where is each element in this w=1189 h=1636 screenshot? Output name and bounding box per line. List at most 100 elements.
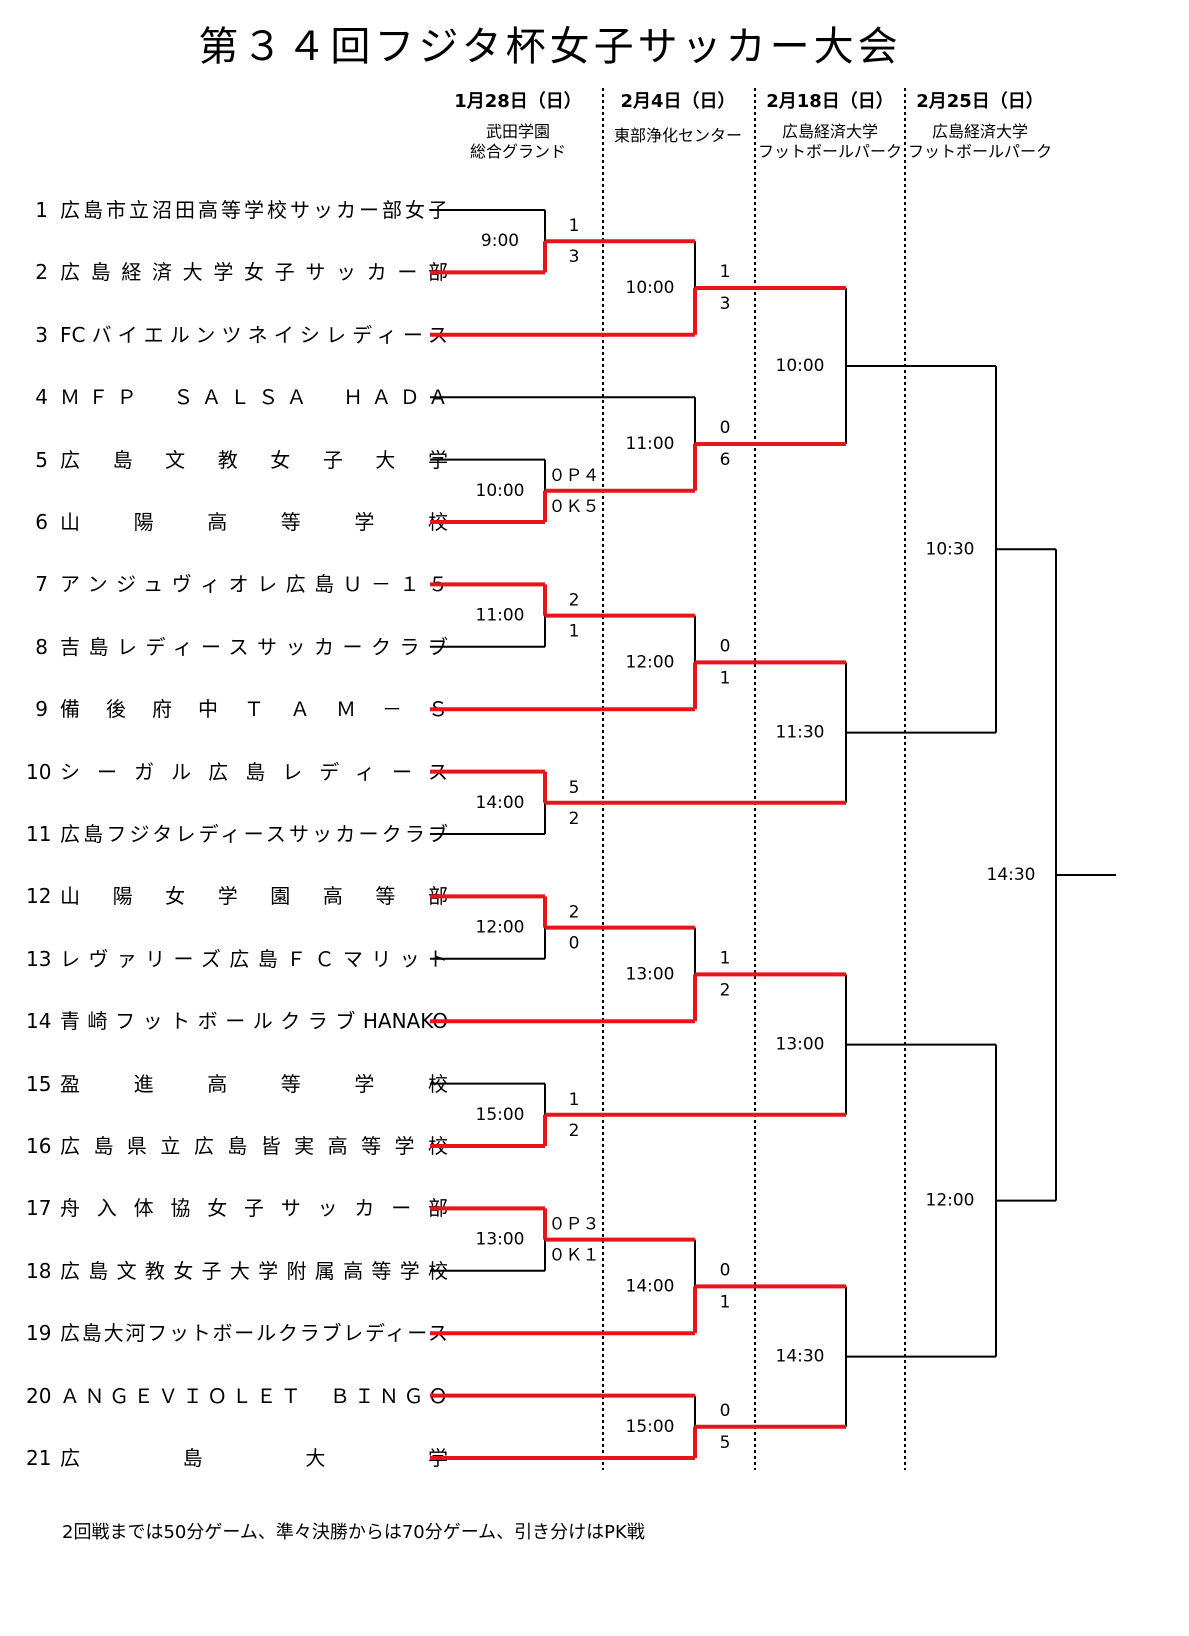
winner-lines xyxy=(430,239,846,1460)
match-time: 11:00 xyxy=(626,434,675,454)
match-time: 11:00 xyxy=(476,606,525,626)
team-number: 21 xyxy=(26,1446,52,1470)
team-row: 6 山陽高等学校 xyxy=(26,508,448,536)
match-time: 14:00 xyxy=(476,793,525,813)
team-row: 17 舟入体協女子サッカー部 xyxy=(26,1194,448,1222)
score-top: 0 xyxy=(720,1260,731,1280)
team-number: 4 xyxy=(35,385,48,410)
score-bottom: 2 xyxy=(569,1121,580,1141)
score-top: 1 xyxy=(720,262,731,282)
score-bottom: 5 xyxy=(720,1433,731,1453)
score-bottom: 3 xyxy=(720,294,731,314)
team-name: 広島大学 xyxy=(60,1446,448,1470)
score-top: ０Ｐ４ xyxy=(549,466,600,486)
score-bottom: 3 xyxy=(569,247,580,267)
match-time: 10:00 xyxy=(476,481,525,501)
team-row: 8 吉島レディースサッカークラブ xyxy=(26,633,448,661)
bracket-lines xyxy=(430,209,1116,1427)
score-bottom: 2 xyxy=(720,980,731,1000)
team-name: 広島フジタレディースサッカークラブ xyxy=(60,822,448,846)
team-name: 舟入体協女子サッカー部 xyxy=(60,1196,448,1221)
team-name: FCバイエルンツネイシレディース xyxy=(60,322,448,347)
round-4-venue-line-1: 広島経済大学 xyxy=(931,122,1028,141)
team-name: ＡＮＧＥＶＩＯＬＥＴ ＢＩＮＧＯ xyxy=(60,1383,448,1408)
match-time: 12:00 xyxy=(926,1191,975,1211)
team-number: 17 xyxy=(26,1196,52,1221)
score-top: 5 xyxy=(569,778,580,798)
match-labels: 9:001310:00０Ｐ４０Ｋ５11:002114:005212:002015… xyxy=(476,216,1036,1453)
team-number: 7 xyxy=(35,572,48,597)
team-row: 5 広島文教女子大学 xyxy=(26,446,448,474)
team-name: 広島市立沼田高等学校サッカー部女子 xyxy=(60,198,448,222)
match-time: 10:00 xyxy=(776,356,825,376)
team-name: 広島文教女子大学 xyxy=(60,447,448,472)
match-time: 12:00 xyxy=(476,918,525,938)
match-time: 11:30 xyxy=(776,723,825,743)
match-time: 10:30 xyxy=(926,539,975,559)
team-number: 19 xyxy=(26,1321,52,1346)
match-time: 9:00 xyxy=(481,231,519,251)
team-number: 5 xyxy=(35,447,48,472)
score-bottom: ０Ｋ５ xyxy=(549,497,600,517)
team-row: 9 備後府中ＴＡＭ－Ｓ xyxy=(26,695,448,723)
match-time: 12:00 xyxy=(626,652,675,672)
round-3-venue-line-2: フットボールパーク xyxy=(757,142,902,161)
team-name: 備後府中ＴＡＭ－Ｓ xyxy=(60,697,448,722)
score-bottom: 2 xyxy=(569,809,580,829)
team-name: 広島大河フットボールクラブレディース xyxy=(60,1321,448,1346)
team-number: 8 xyxy=(35,634,48,659)
round-4-date: 2月25日（日） xyxy=(916,91,1044,112)
team-row: 14 青崎フットボールクラブHANAKO xyxy=(26,1007,448,1035)
team-row: 16 広島県立広島皆実高等学校 xyxy=(26,1132,448,1160)
match-time: 13:00 xyxy=(776,1035,825,1055)
score-top: 1 xyxy=(720,948,731,968)
match-time: 13:00 xyxy=(626,964,675,984)
team-name: 吉島レディースサッカークラブ xyxy=(60,634,448,659)
round-1-date: 1月28日（日） xyxy=(454,91,582,112)
match-time: 14:30 xyxy=(776,1347,825,1367)
team-number: 15 xyxy=(26,1071,52,1096)
score-bottom: 1 xyxy=(720,668,731,688)
team-row: 2 広島経済大学女子サッカー部 xyxy=(26,258,448,286)
match-time: 15:00 xyxy=(476,1105,525,1125)
team-name: シーガル広島レディース xyxy=(60,759,448,784)
team-number: 9 xyxy=(35,697,48,722)
match-time: 14:00 xyxy=(626,1276,675,1296)
team-row: 15 盈進高等学校 xyxy=(26,1070,448,1098)
team-number: 18 xyxy=(26,1258,52,1283)
match-time: 13:00 xyxy=(476,1230,525,1250)
team-name: ＭＦＰ ＳＡＬＳＡ ＨＡＤＡ xyxy=(60,385,448,410)
team-row: 4 ＭＦＰ ＳＡＬＳＡ ＨＡＤＡ xyxy=(26,383,448,411)
round-4-header: 2月25日（日） 広島経済大学 フットボールパーク xyxy=(905,92,1055,162)
team-number: 12 xyxy=(26,884,52,909)
round-1-header: 1月28日（日） 武田学園 総合グランド xyxy=(443,92,593,162)
team-number: 2 xyxy=(35,260,48,285)
score-bottom: 6 xyxy=(720,450,731,470)
team-row: 13 レヴァリーズ広島ＦＣマリット xyxy=(26,945,448,973)
round-dividers xyxy=(602,88,906,1470)
match-time: 10:00 xyxy=(626,278,675,298)
round-3-header: 2月18日（日） 広島経済大学 フットボールパーク xyxy=(755,92,905,162)
team-row: 7 アンジュヴィオレ広島Ｕ－１５ xyxy=(26,570,448,598)
match-time: 15:00 xyxy=(626,1417,675,1437)
round-1-venue-line-2: 総合グランド xyxy=(469,142,566,161)
score-top: 0 xyxy=(720,1401,731,1421)
team-row: 11 広島フジタレディースサッカークラブ xyxy=(26,820,448,848)
team-row: 18 広島文教女子大学附属高等学校 xyxy=(26,1257,448,1285)
round-3-date: 2月18日（日） xyxy=(766,91,894,112)
round-1-venue-line-1: 武田学園 xyxy=(485,122,550,141)
team-name: 山陽高等学校 xyxy=(60,510,448,534)
team-row: 19 広島大河フットボールクラブレディース xyxy=(26,1319,448,1347)
team-number: 10 xyxy=(26,759,52,784)
team-name: 広島経済大学女子サッカー部 xyxy=(60,260,448,285)
team-name: アンジュヴィオレ広島Ｕ－１５ xyxy=(60,572,448,597)
team-row: 3 FCバイエルンツネイシレディース xyxy=(26,321,448,349)
team-name: 広島文教女子大学附属高等学校 xyxy=(60,1258,448,1283)
round-2-venue: 東部浄化センター xyxy=(613,126,742,145)
final-time: 14:30 xyxy=(987,865,1036,885)
team-name: レヴァリーズ広島ＦＣマリット xyxy=(60,946,448,971)
team-row: 20 ＡＮＧＥＶＩＯＬＥＴ ＢＩＮＧＯ xyxy=(26,1382,448,1410)
round-2-header: 2月4日（日） 東部浄化センター xyxy=(603,92,753,146)
round-2-date: 2月4日（日） xyxy=(620,91,736,112)
team-number: 3 xyxy=(35,322,48,347)
